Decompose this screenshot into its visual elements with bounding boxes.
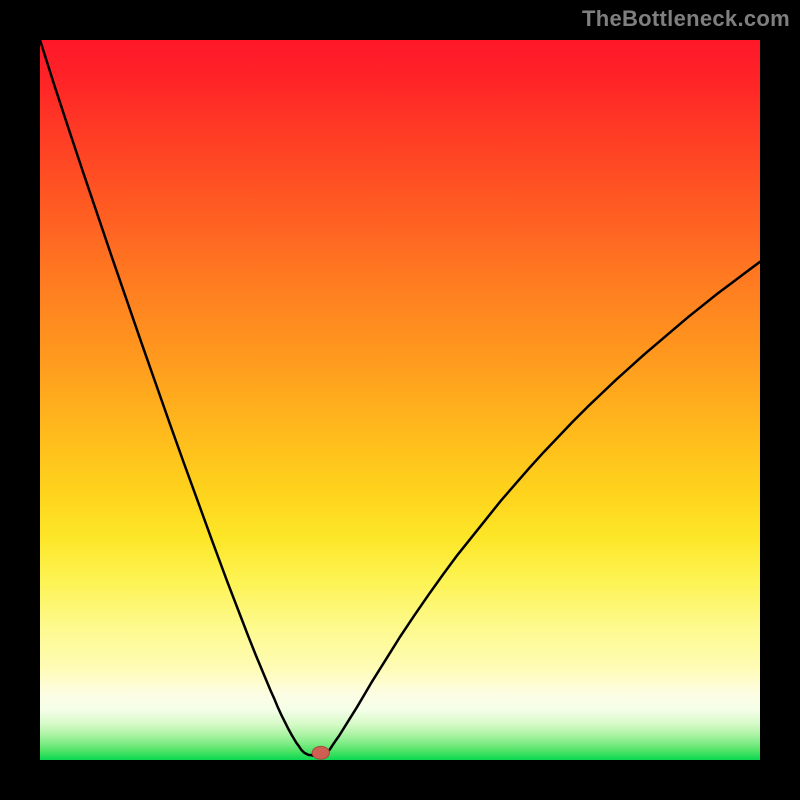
- chart-container: TheBottleneck.com: [0, 0, 800, 800]
- benchmark-marker: [312, 746, 329, 759]
- chart-svg: [40, 40, 760, 760]
- gradient-background: [40, 40, 760, 760]
- plot-area: [40, 40, 760, 760]
- watermark-text: TheBottleneck.com: [582, 6, 790, 32]
